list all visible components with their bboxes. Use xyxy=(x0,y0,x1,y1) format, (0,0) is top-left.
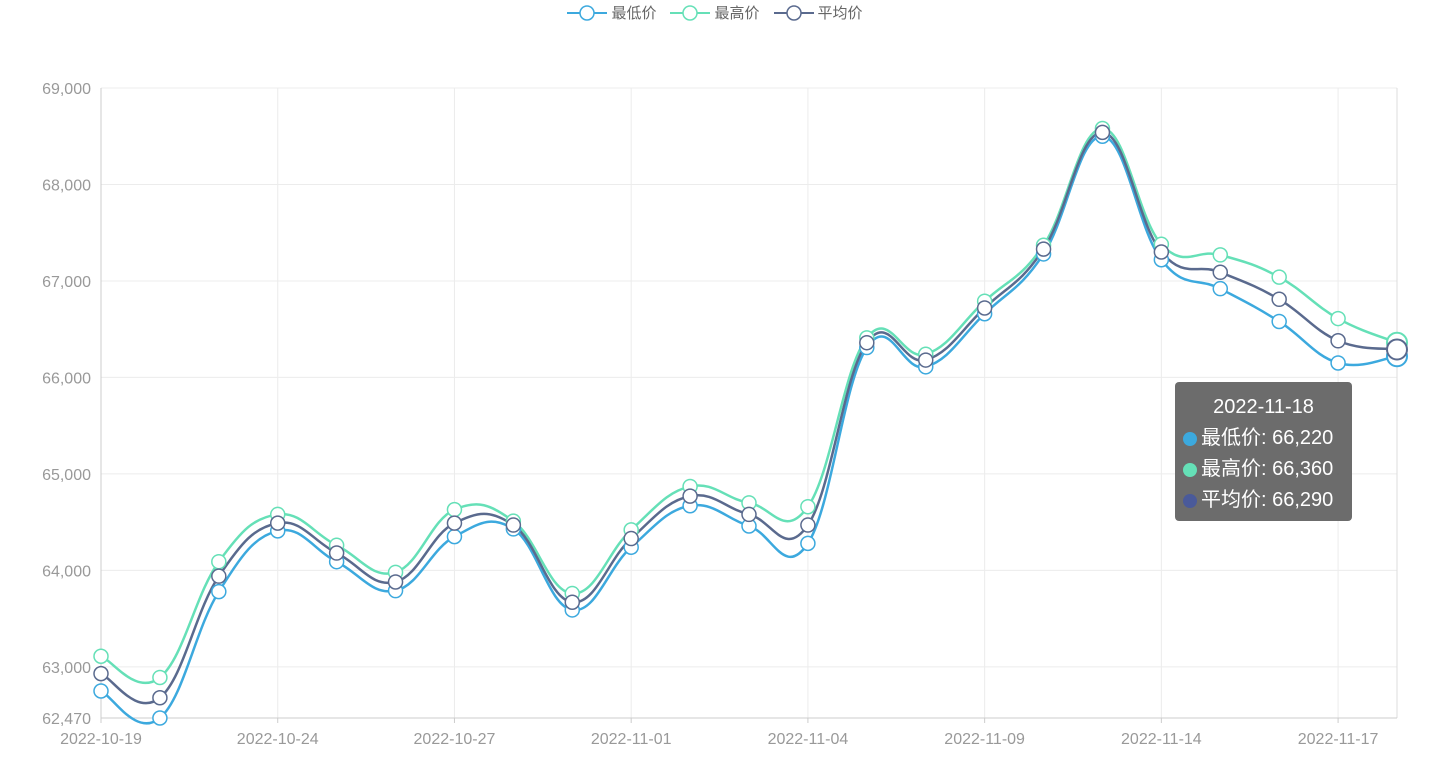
data-point xyxy=(269,515,286,531)
x-tick-label: 2022-10-24 xyxy=(237,731,319,748)
legend-label-max: 最高价 xyxy=(714,5,760,22)
x-tick-label: 2022-11-04 xyxy=(768,731,849,748)
tooltip-row-min-label: 最低价: 66,220 xyxy=(1201,427,1334,449)
data-point xyxy=(1153,244,1170,260)
data-point xyxy=(152,669,168,686)
data-point xyxy=(800,517,816,533)
data-point xyxy=(328,545,345,561)
data-point xyxy=(211,553,227,570)
data-point xyxy=(1271,313,1287,330)
legend-line-max-icon xyxy=(670,4,711,21)
data-point xyxy=(446,501,463,518)
data-point xyxy=(152,689,168,706)
tooltip-row-max-label: 最高价: 66,360 xyxy=(1201,458,1334,480)
x-tick-label: 2022-10-19 xyxy=(60,731,142,748)
data-point xyxy=(1271,291,1287,308)
x-tick-label: 2022-11-17 xyxy=(1298,731,1379,748)
data-point xyxy=(505,517,522,533)
legend-line-avg-icon xyxy=(773,4,814,21)
tooltip-title: 2022-11-18 xyxy=(1213,396,1314,418)
legend-label-min: 最低价 xyxy=(611,5,657,22)
data-point xyxy=(1271,269,1287,285)
data-point xyxy=(564,594,581,610)
tooltip-dot-avg-icon xyxy=(1183,493,1197,508)
data-point xyxy=(1035,241,1052,257)
data-point xyxy=(387,574,404,590)
y-tick-label: 64,000 xyxy=(42,563,91,580)
y-tick-label: 63,000 xyxy=(42,660,91,677)
data-point xyxy=(623,530,639,547)
tooltip-dot-max-icon xyxy=(1183,462,1197,477)
x-tick-label: 2022-11-01 xyxy=(591,731,672,748)
tooltip-dot-min-icon xyxy=(1183,431,1197,446)
data-point xyxy=(446,528,463,545)
data-point xyxy=(1212,247,1229,263)
data-point xyxy=(1212,264,1229,281)
data-point xyxy=(976,300,993,316)
tooltip-row-avg-label: 平均价: 66,290 xyxy=(1201,489,1334,511)
data-point xyxy=(1212,280,1229,297)
tooltip: 2022-11-18 最低价: 66,220 最高价: 66,360 平均价: … xyxy=(1175,382,1352,521)
y-tick-label: 65,000 xyxy=(42,467,91,484)
legend: 最低价 最高价 平均价 xyxy=(0,2,1430,23)
y-tick-label: 66,000 xyxy=(42,370,91,387)
data-point xyxy=(859,334,875,351)
data-point xyxy=(1330,333,1346,349)
y-tick-label: 68,000 xyxy=(42,177,91,194)
data-point xyxy=(93,683,109,699)
x-tick-label: 2022-11-14 xyxy=(1121,731,1202,748)
legend-item-avg[interactable]: 平均价 xyxy=(773,2,863,23)
legend-label-avg: 平均价 xyxy=(817,5,863,22)
tooltip-row-max: 最高价: 66,360 xyxy=(1183,454,1344,485)
data-point xyxy=(1094,124,1111,141)
x-tick-label: 2022-11-09 xyxy=(944,731,1025,748)
data-point xyxy=(211,568,227,584)
y-tick-label: 67,000 xyxy=(42,274,91,291)
y-tick-label: 69,000 xyxy=(42,81,91,98)
data-point xyxy=(1330,355,1346,371)
data-point xyxy=(1386,338,1408,361)
tooltip-row-min: 最低价: 66,220 xyxy=(1183,423,1344,454)
y-tick-label: 62,470 xyxy=(42,711,91,728)
data-point xyxy=(800,535,816,552)
legend-line-min-icon xyxy=(567,4,608,21)
data-point xyxy=(446,515,463,531)
data-point xyxy=(152,710,168,726)
data-point xyxy=(1330,310,1346,327)
data-point xyxy=(800,498,816,515)
legend-item-max[interactable]: 最高价 xyxy=(670,2,760,23)
data-point xyxy=(682,488,698,504)
legend-item-min[interactable]: 最低价 xyxy=(567,2,656,23)
data-point xyxy=(917,352,934,368)
data-point xyxy=(211,583,227,600)
x-tick-label: 2022-10-27 xyxy=(414,731,496,748)
tooltip-row-avg: 平均价: 66,290 xyxy=(1183,485,1344,516)
data-point xyxy=(741,506,757,523)
data-point xyxy=(93,665,109,682)
data-point xyxy=(93,648,109,665)
